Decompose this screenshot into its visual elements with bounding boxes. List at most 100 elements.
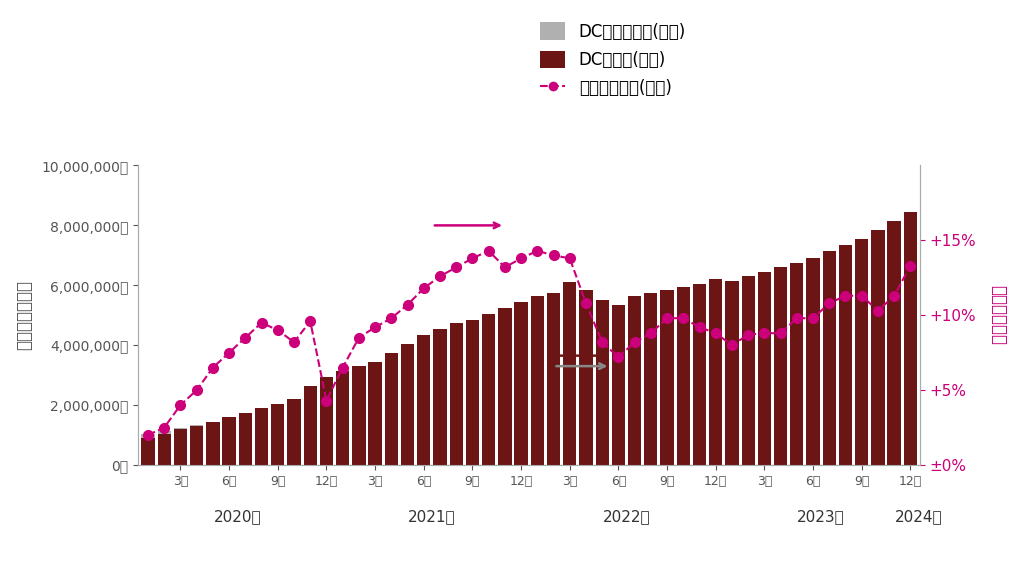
Bar [190,426,203,465]
Bar [872,230,885,465]
Bar [628,296,641,465]
Bar [417,335,430,465]
Bar [790,263,803,465]
Bar [320,376,333,465]
Bar [903,350,917,465]
Bar [223,417,236,465]
Bar [239,415,252,465]
Bar [320,401,333,465]
Bar [271,409,284,465]
Bar [498,308,512,465]
Bar [433,380,447,465]
Bar [174,429,187,465]
Bar [206,422,220,465]
Bar [563,282,576,465]
Bar [872,353,885,465]
Bar [336,397,350,465]
Bar [823,251,836,465]
Bar [644,364,657,465]
Bar [903,212,917,465]
Bar [677,287,690,465]
Bar [514,371,527,465]
Bar [254,408,268,465]
Bar [628,364,641,465]
Bar [336,371,350,465]
Bar [369,362,382,465]
Bar [677,362,690,465]
Bar [887,351,900,465]
Bar [774,267,787,465]
Bar [482,314,496,465]
Bar [417,383,430,465]
Bar [141,433,154,465]
Bar [579,290,593,465]
Bar [660,363,673,465]
Legend: DC拠出金累計(左軸), DC評価額(左軸), 加入来利回り(右軸): DC拠出金累計(左軸), DC評価額(左軸), 加入来利回り(右軸) [532,14,694,106]
Bar [757,272,771,465]
Bar [450,376,463,465]
Bar [498,372,512,465]
Bar [353,394,366,465]
Text: 2020年: 2020年 [214,509,261,524]
Bar [596,300,609,465]
Bar [206,422,220,465]
Bar [644,293,657,465]
Bar [693,361,706,465]
Bar [466,375,479,465]
Bar [223,419,236,465]
Bar [239,412,252,465]
Bar [190,425,203,465]
Bar [774,358,787,465]
Bar [887,221,900,465]
Bar [547,368,560,465]
Bar [384,353,398,465]
Y-axis label: 加入来利回り: 加入来利回り [989,285,1007,345]
Y-axis label: 拠出額、評価額: 拠出額、評価額 [15,280,33,350]
Bar [742,359,755,465]
Bar [271,404,284,465]
Bar [839,354,852,465]
Bar [855,239,869,465]
Bar [287,399,300,465]
Bar [693,284,706,465]
Bar [466,320,479,465]
Bar [547,293,560,465]
Bar [579,367,593,465]
Bar [823,355,836,465]
Bar [514,302,527,465]
Bar [401,344,414,465]
Bar [482,374,496,465]
Bar [353,366,366,465]
Bar [174,427,187,465]
Bar [660,290,673,465]
Bar [790,357,803,465]
Bar [530,296,544,465]
Text: 2024年: 2024年 [894,509,942,524]
Bar [530,369,544,465]
Bar [254,412,268,465]
Bar [596,365,609,465]
Bar [709,361,723,465]
Bar [157,433,171,465]
Bar [839,245,852,465]
Bar [401,386,414,465]
Bar [369,392,382,465]
Bar [384,389,398,465]
Bar [304,386,317,465]
Text: 2023年: 2023年 [797,509,845,524]
Bar [726,360,739,465]
Text: 2021年: 2021年 [408,509,456,524]
Text: 2022年: 2022年 [603,509,650,524]
Bar [726,281,739,465]
Bar [287,407,300,465]
Bar [433,329,447,465]
Bar [806,356,820,465]
Bar [450,322,463,465]
Bar [304,404,317,465]
Bar [806,258,820,465]
Bar [157,430,171,465]
Bar [563,367,576,465]
Bar [742,276,755,465]
Bar [757,358,771,465]
Bar [141,438,154,465]
